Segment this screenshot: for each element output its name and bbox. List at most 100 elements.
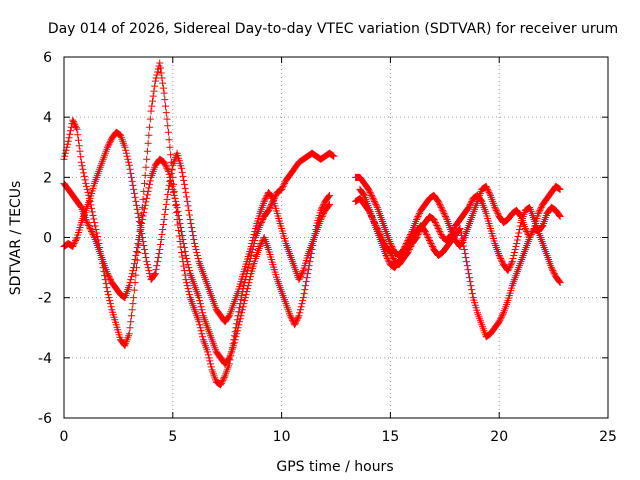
data-point [124,155,132,163]
data-point [239,303,247,311]
data-point [297,271,305,279]
data-point [193,249,201,257]
data-point [156,59,164,67]
data-point [509,255,517,263]
data-point [387,250,395,258]
data-point [170,188,178,196]
data-point [196,324,204,332]
data-point [82,217,90,225]
data-point [330,152,338,160]
data-point [467,282,475,290]
data-point [421,227,429,235]
data-point [185,264,193,272]
data-point [189,231,197,239]
data-point [462,254,470,262]
data-point [146,177,154,185]
data-point [368,191,376,199]
data-point [89,230,97,238]
data-point [317,214,325,222]
data-point [291,321,299,329]
data-point [130,264,138,272]
data-point [505,264,513,272]
data-point [428,241,436,249]
data-point [456,224,464,232]
data-point [370,196,378,204]
data-point [555,184,563,192]
data-point [181,271,189,279]
data-point [184,202,192,210]
data-point [175,232,183,240]
data-point [106,276,114,284]
data-point [162,161,170,169]
data-point [299,297,307,305]
data-point [496,316,504,324]
data-point [196,321,204,329]
data-point [295,312,303,320]
data-point [299,268,307,276]
data-point [536,206,544,214]
data-point [457,228,465,236]
data-point [85,223,93,231]
data-point [92,225,100,233]
data-point [138,229,146,237]
data-point [318,212,326,220]
data-point [70,119,78,127]
data-point [173,203,181,211]
data-point [72,124,80,132]
data-point [126,165,134,173]
data-point [414,212,422,220]
data-point [127,173,135,181]
data-point [413,215,421,223]
data-point [127,318,135,326]
data-point [465,203,473,211]
data-point [493,208,501,216]
data-point [279,182,287,190]
data-point [85,221,93,229]
data-point [292,318,300,326]
data-point [439,208,447,216]
data-point [86,224,94,232]
data-point [232,333,240,341]
data-point [302,278,310,286]
data-point [194,255,202,263]
data-point [382,252,390,260]
data-point [180,244,188,252]
data-point [71,121,79,129]
data-point [149,92,157,100]
data-point [105,273,113,281]
data-point [72,237,80,245]
data-point [177,243,185,251]
data-point [105,294,113,302]
data-point [365,187,373,195]
chart-title: Day 014 of 2026, Sidereal Day-to-day VTE… [48,21,618,37]
data-point [161,210,169,218]
data-point [404,243,412,251]
data-point [460,246,468,254]
data-point [456,243,464,251]
data-point [188,223,196,231]
data-point [459,239,467,247]
data-point [386,249,394,257]
data-point [497,313,505,321]
data-point [159,79,167,87]
data-point [237,312,245,320]
data-point [511,246,519,254]
data-point [435,199,443,207]
data-point [426,237,434,245]
data-point [132,271,140,279]
data-point [365,185,373,193]
data-point [199,333,207,341]
data-point [145,131,153,139]
data-point [467,199,475,207]
data-point [105,140,113,148]
data-point [71,238,79,246]
data-point [259,215,267,223]
data-point [204,348,212,356]
data-point [468,197,476,205]
data-point [143,147,151,155]
data-point [91,222,99,230]
data-point [262,194,270,202]
data-point [547,264,555,272]
data-point [102,280,110,288]
data-point [402,246,410,254]
